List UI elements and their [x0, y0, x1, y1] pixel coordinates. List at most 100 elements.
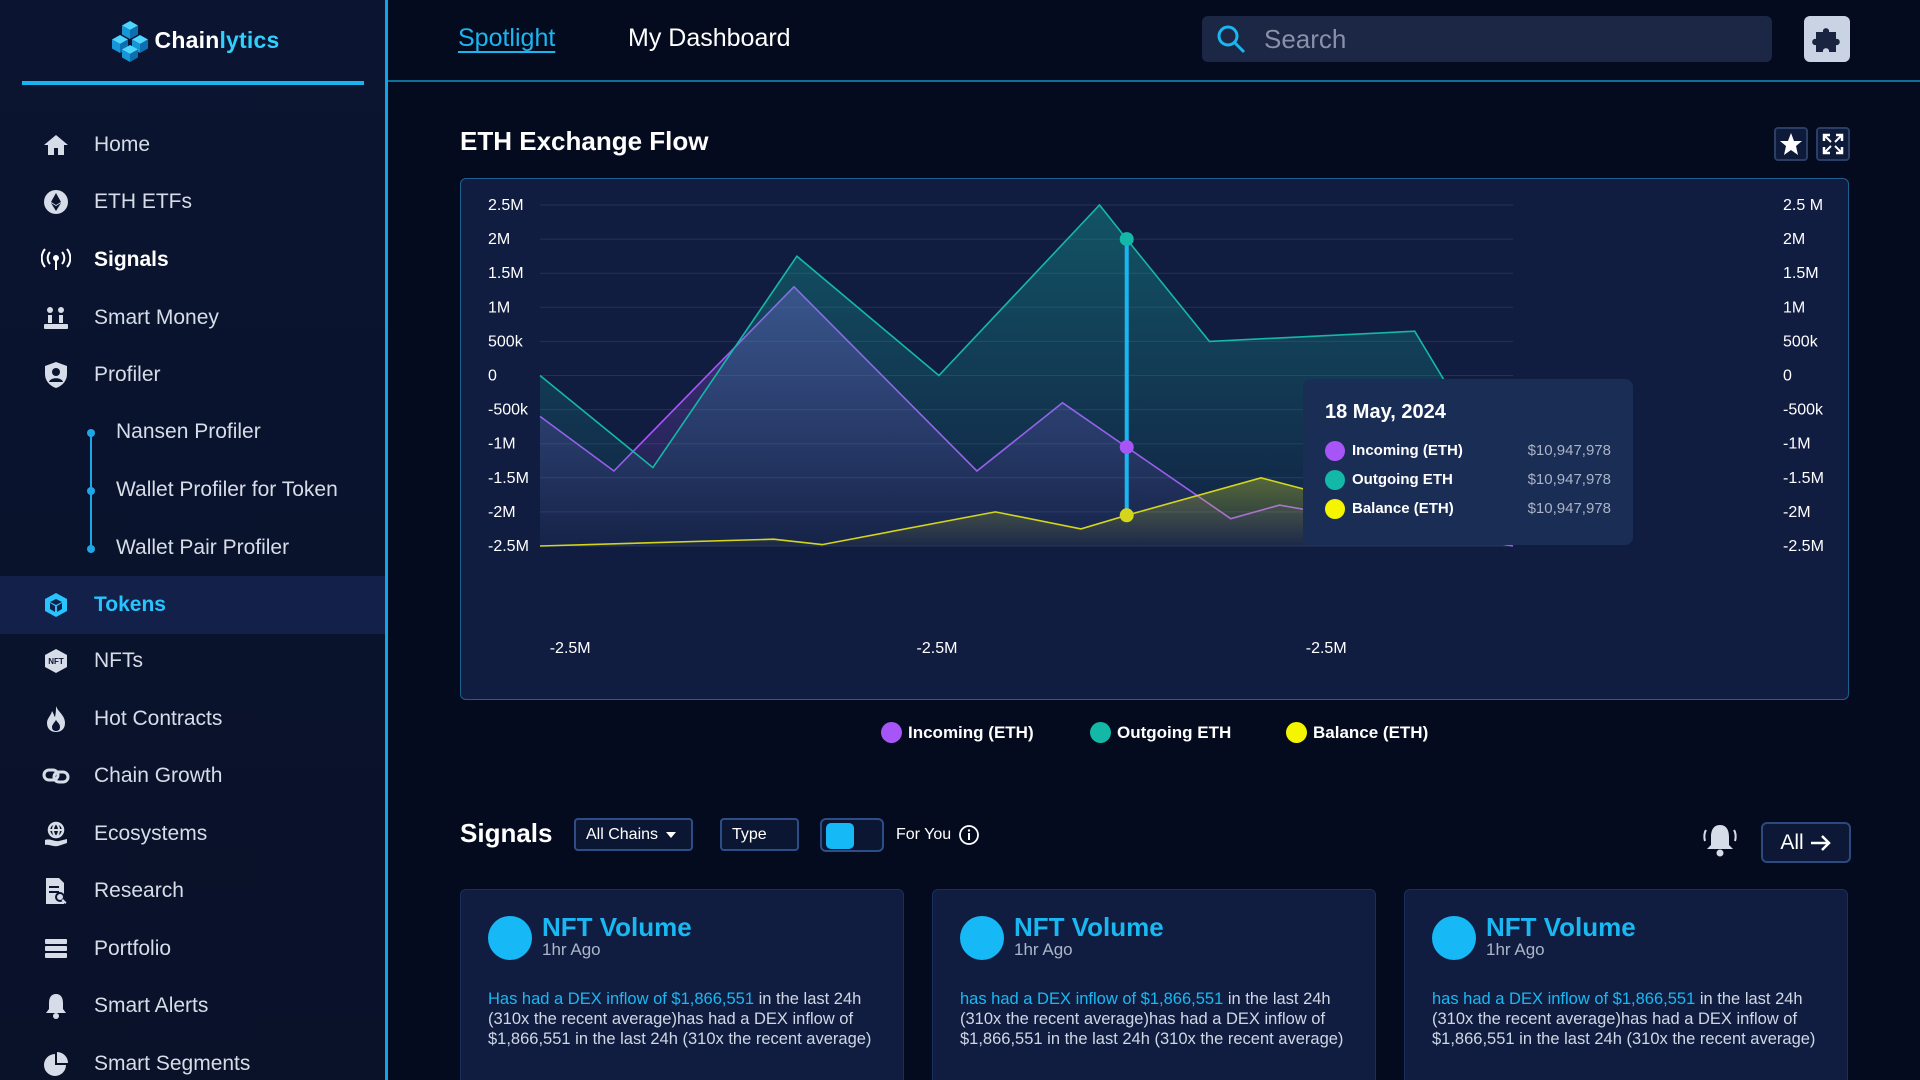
y-tick-left: -2M [488, 504, 516, 521]
app-logo[interactable]: Chainlytics [22, 0, 364, 85]
tab-spotlight[interactable]: Spotlight [458, 24, 556, 52]
sidebar-item-ecosystems[interactable]: Ecosystems [0, 806, 385, 862]
ecosystem-icon [40, 818, 72, 850]
legend-label: Outgoing ETH [1117, 722, 1232, 742]
tooltip-value: $10,947,978 [1527, 471, 1611, 488]
tooltip-row: Balance (ETH) $10,947,978 [1325, 494, 1611, 523]
sidebar-subitem-nansen-profiler[interactable]: Nansen Profiler [116, 420, 261, 443]
series-line [539, 203, 1514, 496]
signal-card[interactable]: NFT Volume 1hr Ago Has had a DEX inflow … [460, 889, 904, 1080]
sidebar-item-portfolio[interactable]: Portfolio [0, 921, 385, 977]
tooltip-value: $10,947,978 [1527, 500, 1611, 517]
document-icon [40, 875, 72, 907]
sidebar-subitem-wallet-profiler-token[interactable]: Wallet Profiler for Token [116, 478, 338, 501]
search-input[interactable] [1264, 23, 1744, 55]
balance-dot [1325, 498, 1345, 519]
y-tick-left: 500k [488, 333, 524, 350]
y-tick-right: -1.5M [1783, 470, 1824, 487]
sidebar-item-chain-growth[interactable]: Chain Growth [0, 748, 385, 804]
chart-tooltip: 18 May, 2024 Incoming (ETH) $10,947,978 … [1303, 379, 1633, 545]
home-icon [40, 129, 72, 161]
card-highlight: has had a DEX inflow of $1,866,551 [1432, 990, 1696, 1008]
toggle-knob [826, 823, 854, 849]
y-tick-right: 2M [1783, 231, 1805, 248]
legend-dot [881, 722, 902, 743]
sidebar-item-label: Smart Segments [94, 1052, 251, 1075]
legend-dot [1090, 722, 1111, 743]
sidebar-item-tokens[interactable]: Tokens [0, 576, 385, 634]
sidebar-item-eth-etfs[interactable]: ETH ETFs [0, 174, 385, 230]
sidebar-item-label: Smart Alerts [94, 994, 209, 1017]
legend-item-balance[interactable]: Balance (ETH) [1286, 722, 1428, 743]
submenu-dot [87, 545, 95, 553]
info-icon[interactable] [958, 824, 980, 846]
card-highlight: has had a DEX inflow of $1,866,551 [960, 990, 1224, 1008]
y-tick-left: 1.5M [488, 265, 524, 282]
user-shield-icon [40, 359, 72, 391]
sidebar-item-smart-segments[interactable]: Smart Segments [0, 1036, 385, 1080]
card-title: NFT Volume [1014, 912, 1164, 942]
y-tick-left: -1M [488, 436, 516, 453]
type-filter-label: Type [732, 825, 767, 843]
type-filter-dropdown[interactable]: Type [720, 818, 799, 851]
sidebar-item-smart-money[interactable]: Smart Money [0, 290, 385, 346]
sidebar-item-label: Tokens [94, 593, 166, 616]
sidebar-subitem-wallet-pair-profiler[interactable]: Wallet Pair Profiler [116, 536, 290, 559]
app-name: Chainlytics [154, 27, 280, 53]
x-tick-label: -2.5M [1306, 640, 1347, 657]
card-text: in the last 24h (310x the recent average… [488, 990, 872, 1048]
nft-icon: NFT [40, 645, 72, 677]
sidebar-item-signals[interactable]: Signals [0, 232, 385, 288]
series-area [540, 477, 1513, 546]
legend-item-outgoing[interactable]: Outgoing ETH [1090, 722, 1231, 743]
cube-logo-icon [111, 20, 148, 62]
pie-icon [40, 1048, 72, 1080]
sidebar-item-home[interactable]: Home [0, 117, 385, 173]
chain-filter-dropdown[interactable]: All Chains [574, 818, 693, 851]
x-tick-label: -2.5M [550, 640, 591, 657]
sidebar-item-hot-contracts[interactable]: Hot Contracts [0, 691, 385, 747]
y-tick-right: 1M [1783, 299, 1805, 316]
legend-label: Balance (ETH) [1313, 722, 1429, 742]
sidebar-item-profiler[interactable]: Profiler [0, 347, 385, 403]
card-body: has had a DEX inflow of $1,866,551 in th… [960, 989, 1360, 1049]
all-signals-button[interactable]: All [1761, 822, 1851, 863]
y-tick-left: 0 [488, 368, 497, 385]
flame-icon [40, 703, 72, 735]
arrow-right-icon [1810, 834, 1831, 851]
ethereum-icon [40, 186, 72, 218]
submenu-dot [87, 487, 95, 495]
y-tick-left: -1.5M [488, 470, 529, 487]
search-bar[interactable] [1202, 16, 1772, 62]
sidebar-item-label: Research [94, 879, 184, 902]
fullscreen-button[interactable] [1816, 127, 1850, 161]
tab-my-dashboard[interactable]: My Dashboard [628, 24, 791, 52]
card-time: 1hr Ago [1486, 940, 1545, 959]
outgoing-dot [1325, 469, 1345, 490]
sidebar-item-label: Home [94, 133, 151, 156]
card-text: in the last 24h (310x the recent average… [960, 990, 1344, 1048]
sidebar-item-label: Hot Contracts [94, 707, 223, 730]
settings-button[interactable] [1804, 16, 1850, 62]
incoming-dot [1325, 440, 1345, 461]
exchange-flow-chart[interactable]: 2.5M 2.5 M 2M 2M 1.5M 1.5M 1M 1M 500k 500k 0 0 -500k… [461, 179, 1850, 701]
token-icon [40, 589, 72, 621]
sidebar-item-nfts[interactable]: NFT NFTs [0, 633, 385, 689]
submenu-dot [87, 429, 95, 437]
for-you-toggle[interactable] [820, 818, 884, 852]
sidebar-item-smart-alerts[interactable]: Smart Alerts [0, 978, 385, 1034]
crosshair-marker [1119, 232, 1134, 247]
signal-card[interactable]: NFT Volume 1hr Ago has had a DEX inflow … [1404, 889, 1848, 1080]
chart-container[interactable]: 2.5M 2.5 M 2M 2M 1.5M 1.5M 1M 1M 500k 500k 0 0 -500k… [460, 178, 1849, 700]
favorite-button[interactable] [1774, 127, 1808, 161]
signals-title: Signals [460, 818, 553, 848]
sidebar-item-label: ETH ETFs [94, 190, 192, 213]
signal-card[interactable]: NFT Volume 1hr Ago has had a DEX inflow … [932, 889, 1376, 1080]
notification-bell-icon[interactable] [1700, 820, 1740, 860]
expand-icon [1822, 133, 1844, 155]
money-icon [40, 302, 72, 334]
sidebar-item-research[interactable]: Research [0, 863, 385, 919]
legend-item-incoming[interactable]: Incoming (ETH) [881, 722, 1034, 743]
caret-down-icon [666, 831, 677, 838]
tooltip-label: Outgoing ETH [1352, 471, 1453, 488]
